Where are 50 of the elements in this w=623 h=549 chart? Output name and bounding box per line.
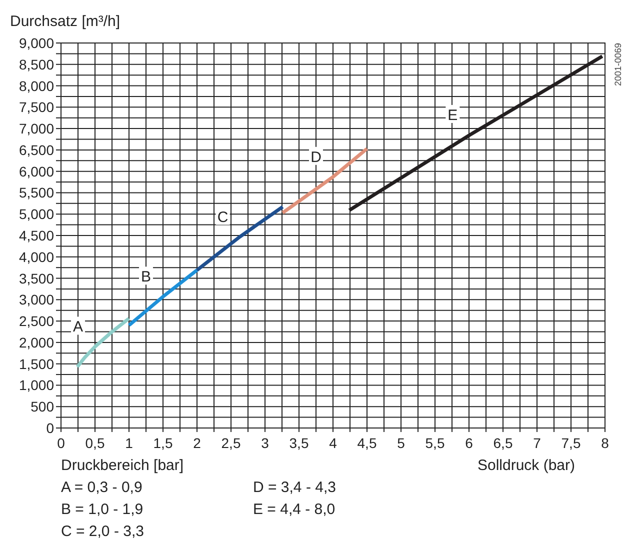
text: D = 3,4 - 4,3: [253, 479, 336, 496]
y-tick-label: 6,500: [18, 142, 54, 158]
y-tick-label: 2,000: [18, 334, 54, 350]
x-tick-label: 1,5: [153, 435, 173, 451]
y-tick-label: 8,000: [18, 78, 54, 94]
y-tick-label: 2,500: [18, 313, 54, 330]
text: C = 2,0 - 3,3: [61, 523, 144, 540]
x-tick-label: 5,5: [425, 435, 445, 451]
y-tick-label: 4,000: [18, 248, 54, 265]
x-axis-title: Solldruck (bar): [477, 457, 576, 474]
y-tick-label: 6,000: [18, 163, 54, 180]
x-tick-label: 0,5: [85, 435, 105, 451]
series-label: C: [217, 208, 228, 226]
x-tick-label: 4: [329, 435, 338, 451]
x-tick-label: 6: [465, 435, 474, 451]
y-tick-label: 1,500: [18, 356, 54, 372]
text: Druckbereich [bar]: [61, 457, 184, 474]
y-tick-label: 3,000: [18, 292, 54, 308]
y-tick-label: 1,000: [18, 377, 54, 394]
x-tick-label: 6,5: [493, 435, 513, 451]
y-tick-label: 7,500: [18, 99, 54, 116]
text: E = 4,4 - 8,0: [253, 501, 336, 518]
x-tick-label: 3,5: [289, 435, 309, 451]
x-tick-label: 1: [125, 435, 134, 451]
y-tick-label: 5,500: [18, 184, 54, 201]
text: 2001-0069: [613, 43, 623, 86]
x-tick-label: 4,5: [357, 435, 377, 451]
x-tick-label: 5: [397, 435, 406, 451]
series-label: B: [140, 268, 152, 286]
series-label: D: [310, 148, 322, 166]
x-tick-label: 2: [193, 435, 202, 451]
y-tick-label: 5,000: [18, 206, 54, 222]
x-tick-label: 3: [261, 435, 270, 451]
x-tick-label: 7: [533, 435, 542, 451]
x-tick-label: 8: [601, 435, 610, 451]
y-tick-label: 8,500: [18, 56, 54, 72]
y-tick-label: 0: [46, 420, 54, 436]
text: B = 1,0 - 1,9: [61, 501, 144, 518]
x-tick-label: 2,5: [221, 435, 241, 451]
x-tick-label: 7,5: [561, 435, 581, 451]
x-tick-label: 0: [57, 435, 66, 451]
y-tick-label: 3,500: [18, 270, 54, 286]
series-label: A: [72, 318, 84, 336]
series-label: E: [448, 106, 458, 124]
y-tick-label: 4,500: [18, 228, 54, 244]
y-axis-title: Durchsatz [m³/h]: [10, 13, 120, 30]
y-tick-label: 9,000: [18, 35, 54, 51]
y-tick-label: 500: [30, 398, 54, 415]
text: A = 0,3 - 0,9: [61, 479, 142, 496]
y-tick-label: 7,000: [18, 120, 54, 137]
